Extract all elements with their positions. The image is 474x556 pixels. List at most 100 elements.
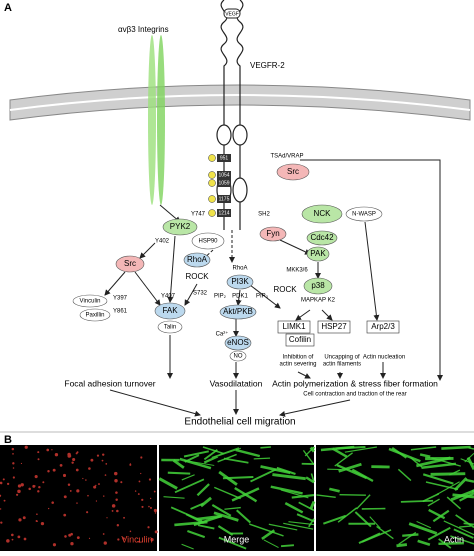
- spot: [98, 483, 100, 485]
- fiber: [340, 495, 366, 496]
- spot: [85, 479, 87, 481]
- spot: [16, 494, 18, 496]
- spot: [21, 463, 22, 464]
- phospho: [209, 155, 216, 162]
- spot: [106, 517, 107, 518]
- fiber: [254, 458, 270, 459]
- node: NO: [234, 354, 243, 360]
- spot: [46, 449, 49, 452]
- spot: [120, 481, 122, 483]
- spot: [130, 531, 132, 533]
- spot: [51, 501, 54, 504]
- integrins: [148, 35, 165, 205]
- node: Y397: [113, 296, 128, 302]
- node: Talin: [164, 325, 176, 331]
- spot: [155, 530, 158, 533]
- spot: [25, 446, 28, 449]
- spot: [68, 483, 70, 485]
- spot: [24, 538, 27, 541]
- node: Y402: [155, 239, 170, 245]
- spot: [117, 524, 119, 526]
- spot: [70, 542, 73, 545]
- outcome: Vasodilatation: [210, 378, 263, 388]
- spot: [4, 500, 6, 502]
- spot: [48, 508, 49, 509]
- spot: [123, 517, 125, 519]
- spot: [12, 448, 14, 450]
- node: Y407: [161, 294, 176, 300]
- fiber: [396, 545, 406, 546]
- spot: [115, 498, 117, 500]
- phospho: [209, 196, 216, 203]
- node: Vinculin: [80, 299, 101, 305]
- spot: [36, 513, 38, 515]
- spot: [95, 485, 96, 486]
- node: Cdc42: [310, 233, 334, 242]
- node: RhoA: [187, 255, 208, 264]
- spot: [17, 490, 20, 493]
- node: Src: [287, 167, 299, 176]
- phospho: [209, 180, 216, 187]
- spot: [67, 453, 71, 457]
- spot: [87, 495, 89, 497]
- spot: [135, 490, 136, 491]
- spot: [76, 452, 78, 454]
- node: HSP27: [321, 322, 347, 331]
- node: Paxillin: [85, 313, 104, 319]
- phospho: [209, 210, 216, 217]
- note: actin filaments: [323, 362, 361, 368]
- outcome: Cell contraction and traction of the rea…: [303, 392, 406, 398]
- spot: [117, 538, 119, 540]
- spot: [76, 502, 77, 503]
- spot: [149, 478, 151, 480]
- spot: [115, 491, 118, 494]
- image-label: Actin: [444, 534, 464, 544]
- fiber: [464, 523, 474, 524]
- node: ROCK: [273, 285, 297, 294]
- spot: [141, 499, 143, 501]
- integrin-label: αvβ3 Integrins: [118, 25, 169, 34]
- spot: [7, 483, 9, 485]
- node: Akt/PKB: [223, 307, 253, 316]
- node: ROCK: [185, 272, 209, 281]
- spot: [77, 536, 80, 539]
- node: S732: [193, 291, 208, 297]
- spot: [0, 521, 2, 523]
- spot: [71, 461, 73, 463]
- node: N-WASP: [352, 212, 376, 218]
- spot: [17, 536, 20, 539]
- outcome: Actin polymerization & stress fiber form…: [272, 378, 438, 388]
- spot: [53, 469, 56, 472]
- spot: [105, 463, 107, 465]
- spot: [114, 479, 117, 482]
- fiber: [402, 534, 418, 535]
- spot: [68, 534, 71, 537]
- node: Cofilin: [289, 335, 311, 344]
- spot: [28, 488, 31, 491]
- spot: [35, 475, 38, 478]
- spot: [86, 511, 88, 513]
- receptor-label: VEGFR-2: [250, 61, 285, 70]
- node: SH2: [258, 212, 270, 218]
- fiber: [441, 447, 470, 449]
- spot: [116, 510, 119, 513]
- spot: [55, 453, 58, 456]
- spot: [82, 478, 83, 479]
- node: PAK: [310, 249, 326, 258]
- fiber: [281, 545, 294, 546]
- note: Inhibition of: [283, 355, 314, 361]
- node: Ca²⁺: [216, 331, 229, 338]
- site: 951: [220, 155, 229, 161]
- node: LIMK1: [282, 322, 306, 331]
- spot: [18, 518, 21, 521]
- node: Fyn: [266, 229, 279, 238]
- spot: [97, 455, 99, 457]
- spot: [154, 491, 156, 493]
- panel-label: A: [4, 2, 12, 14]
- spot: [63, 514, 66, 517]
- node: PI3K: [231, 277, 249, 286]
- spot: [155, 512, 157, 514]
- spot: [88, 467, 91, 470]
- node: Y747: [191, 212, 206, 218]
- spot: [12, 539, 14, 541]
